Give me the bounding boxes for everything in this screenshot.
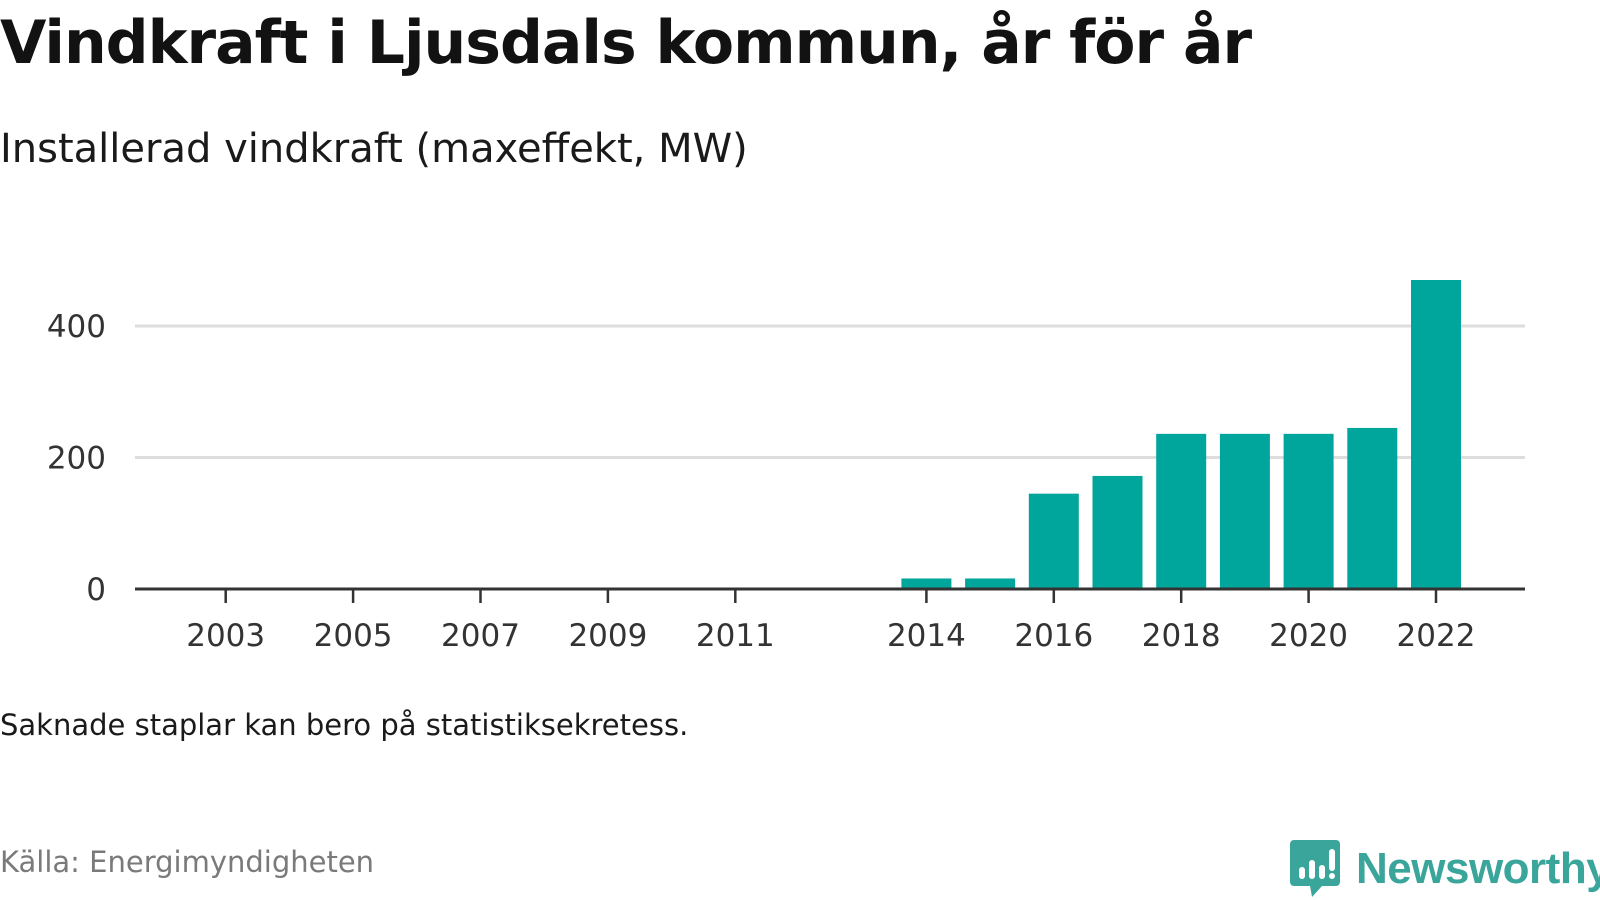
bar-2015[interactable] bbox=[965, 578, 1016, 589]
bar-series bbox=[901, 280, 1461, 589]
x-tick-label: 2003 bbox=[186, 618, 265, 654]
x-tick-label: 2018 bbox=[1142, 618, 1221, 654]
source-label: Källa: Energimyndigheten bbox=[0, 845, 375, 879]
chart-subtitle: Installerad vindkraft (maxeffekt, MW) bbox=[0, 126, 748, 172]
bar-2017[interactable] bbox=[1092, 475, 1143, 589]
bar-2016[interactable] bbox=[1028, 493, 1079, 589]
x-tick-label: 2014 bbox=[887, 618, 966, 654]
footnote: Saknade staplar kan bero på statistiksek… bbox=[0, 708, 689, 742]
y-tick-label: 400 bbox=[47, 309, 106, 345]
brand-name: Newsworthy bbox=[1356, 844, 1600, 893]
chart-title: Vindkraft i Ljusdals kommun, år för år bbox=[0, 8, 1252, 78]
x-tick-label: 2007 bbox=[441, 618, 520, 654]
bar-chart: 0 200 400 2003 2005 2007 2009 2011 2014 2016 2018… bbox=[47, 280, 1525, 654]
x-axis-ticks: 2003 2005 2007 2009 2011 2014 2016 2018 2020 2022 bbox=[186, 589, 1475, 654]
bar-2020[interactable] bbox=[1283, 433, 1334, 589]
x-tick-label: 2005 bbox=[314, 618, 393, 654]
y-tick-label: 200 bbox=[47, 441, 106, 477]
x-tick-label: 2020 bbox=[1269, 618, 1348, 654]
bar-2022[interactable] bbox=[1411, 280, 1461, 589]
x-tick-label: 2022 bbox=[1397, 618, 1476, 654]
newsworthy-logo-icon bbox=[1290, 840, 1340, 897]
bar-2019[interactable] bbox=[1219, 433, 1270, 589]
bar-2021[interactable] bbox=[1347, 427, 1398, 589]
x-tick-label: 2016 bbox=[1014, 618, 1093, 654]
x-tick-label: 2011 bbox=[696, 618, 775, 654]
x-tick-label: 2009 bbox=[568, 618, 647, 654]
y-axis-ticks: 0 200 400 bbox=[47, 309, 106, 608]
bar-2018[interactable] bbox=[1156, 433, 1207, 589]
y-tick-label: 0 bbox=[86, 572, 106, 608]
bar-2014[interactable] bbox=[901, 578, 952, 589]
brand-logo[interactable]: Newsworthy bbox=[1290, 840, 1600, 898]
